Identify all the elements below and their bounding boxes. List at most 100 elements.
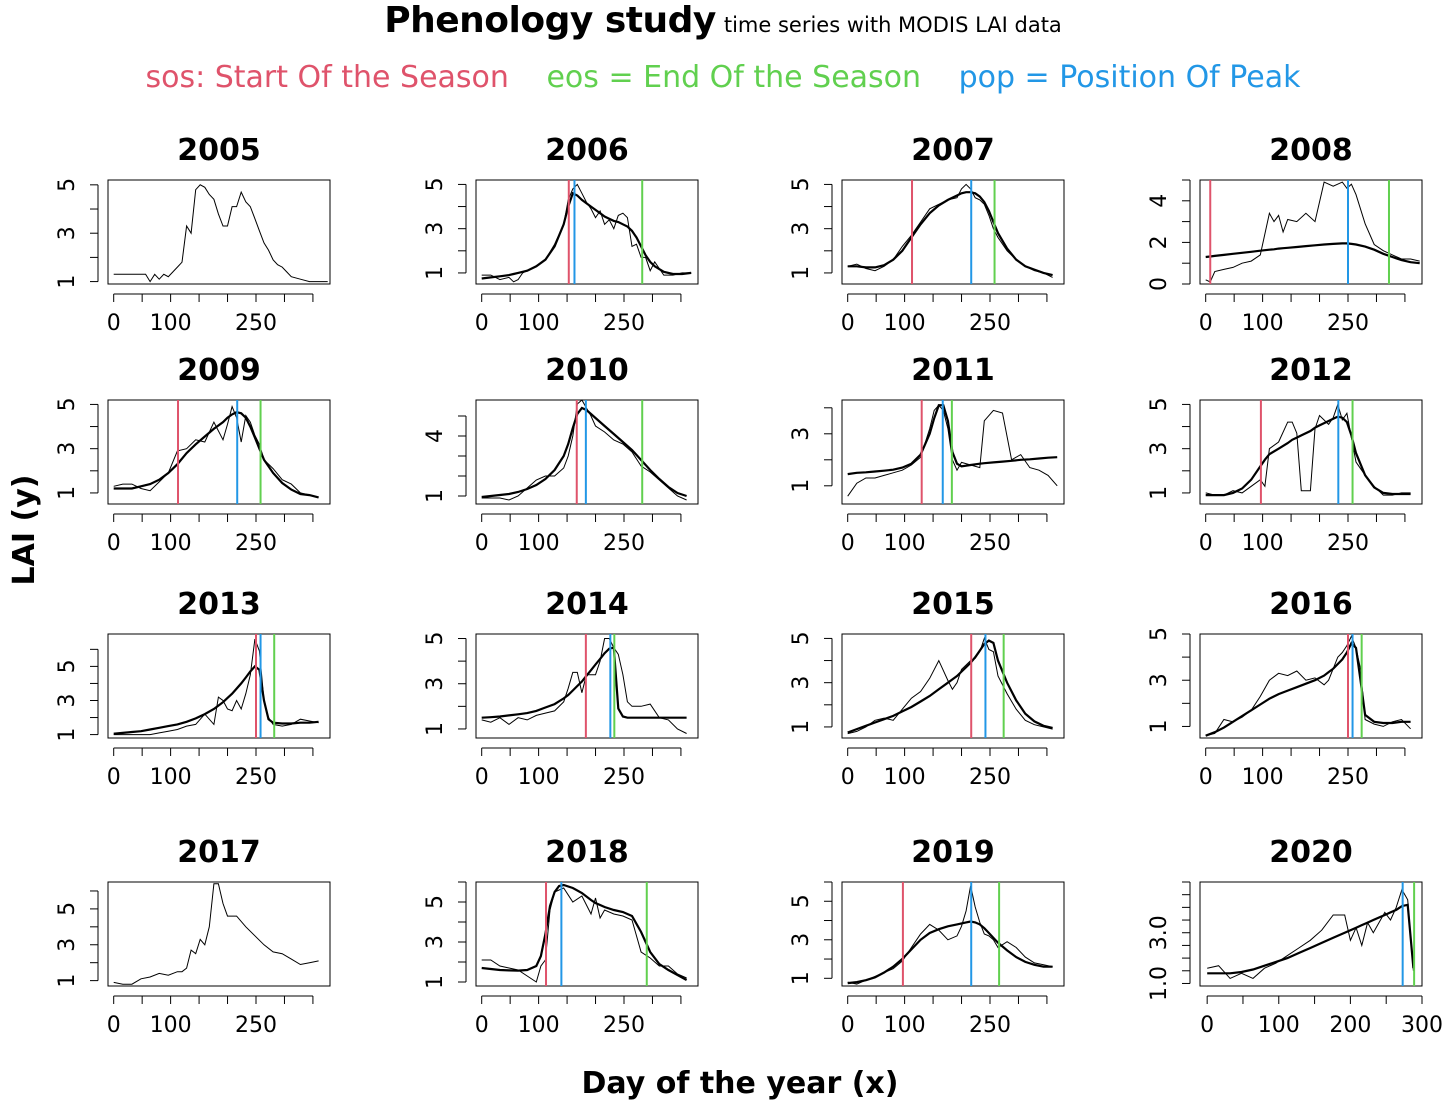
y-tick-label: 5 [55, 397, 80, 411]
x-tick-label: 250 [1327, 531, 1369, 556]
x-tick-label: 300 [1401, 1013, 1443, 1038]
panel-2017: 2017 0 100 250 1 3 5 [55, 835, 331, 1038]
panel-2005: 2005 0 100 250 1 3 5 [55, 133, 331, 336]
raw-series-line [847, 885, 1053, 985]
panel-2010: 2010 0 100 250 1 4 [423, 353, 699, 556]
panel-title: 2005 [177, 133, 261, 168]
y-tick-label: 5 [1147, 397, 1172, 411]
raw-series-line [481, 638, 687, 734]
panel-2020: 2020 0 100 200 300 1.0 3.0 [1147, 835, 1443, 1038]
smoothed-series-line [1205, 641, 1411, 737]
y-tick-label: 1 [55, 486, 80, 500]
title-row: Phenology study time series with MODIS LA… [0, 0, 1446, 50]
x-tick-label: 250 [1327, 765, 1369, 790]
y-tick-label: 3 [55, 938, 80, 952]
y-tick-label: 1 [55, 974, 80, 988]
x-tick-label: 0 [107, 1013, 121, 1038]
y-tick-label: 1 [1147, 486, 1172, 500]
plot-frame [841, 399, 1065, 505]
y-tick-label: 1 [789, 266, 814, 280]
panel-title: 2015 [911, 587, 995, 622]
panel-title: 2009 [177, 353, 261, 388]
x-tick-label: 100 [150, 765, 192, 790]
x-tick-label: 250 [235, 311, 277, 336]
panel-title: 2013 [177, 587, 261, 622]
y-tick-label: 3 [423, 222, 448, 236]
panel-title: 2016 [1269, 587, 1353, 622]
raw-series-line [1207, 888, 1414, 980]
y-tick-label: 3 [55, 226, 80, 240]
panel-2015: 2015 0 100 250 1 3 5 [789, 587, 1065, 790]
smoothed-series-line [481, 646, 687, 719]
y-tick-label: 1 [423, 975, 448, 989]
x-axis-label: Day of the year (x) [582, 1066, 899, 1101]
x-tick-label: 250 [603, 531, 645, 556]
raw-series-line [481, 183, 692, 283]
y-tick-label: 4 [423, 429, 448, 443]
x-tick-label: 0 [475, 1013, 489, 1038]
y-tick-label: 5 [789, 894, 814, 908]
panel-title: 2012 [1269, 353, 1353, 388]
y-tick-label: 1 [789, 479, 814, 493]
y-tick-label: 1 [423, 266, 448, 280]
panel-2019: 2019 0 100 250 1 3 5 [789, 835, 1065, 1038]
smoothed-series-line [481, 406, 687, 499]
x-tick-label: 0 [841, 1013, 855, 1038]
y-tick-label: 1 [423, 722, 448, 736]
plot-frame [475, 633, 699, 739]
x-tick-label: 100 [1242, 531, 1284, 556]
raw-series-line [113, 405, 319, 498]
smoothed-series-line [1205, 242, 1420, 265]
x-tick-label: 0 [841, 531, 855, 556]
legend-item-pop: pop = Position Of Peak [958, 60, 1301, 95]
y-tick-label: 1 [789, 971, 814, 985]
x-tick-label: 0 [475, 531, 489, 556]
smoothed-series-line [113, 411, 319, 499]
y-tick-label: 1 [1147, 719, 1172, 733]
y-tick-label: 3 [423, 935, 448, 949]
y-tick-label: 3 [789, 676, 814, 690]
y-tick-label: 5 [423, 895, 448, 909]
panel-2018: 2018 0 100 250 1 3 5 [423, 835, 699, 1038]
panel-title: 2017 [177, 835, 261, 870]
plot-frame [1199, 633, 1423, 739]
panel-title: 2014 [545, 587, 629, 622]
x-tick-label: 100 [1258, 1013, 1300, 1038]
plot-frame [107, 633, 331, 739]
panel-title: 2019 [911, 835, 995, 870]
x-tick-label: 250 [969, 1013, 1011, 1038]
panel-2012: 2012 0 100 250 1 3 5 [1147, 353, 1423, 556]
raw-series-line [847, 636, 1053, 735]
y-tick-label: 4 [1147, 194, 1172, 208]
page-title: Phenology study [384, 0, 716, 41]
x-tick-label: 250 [969, 765, 1011, 790]
x-tick-label: 200 [1329, 1013, 1371, 1038]
y-tick-label: 1.0 [1147, 966, 1172, 1001]
x-tick-label: 100 [884, 765, 926, 790]
x-tick-label: 0 [841, 765, 855, 790]
x-tick-label: 100 [884, 1013, 926, 1038]
x-tick-label: 250 [235, 765, 277, 790]
y-tick-label: 3 [55, 693, 80, 707]
panel-title: 2006 [545, 133, 629, 168]
plot-frame [107, 179, 331, 285]
panel-2016: 2016 0 100 250 1 3 5 [1147, 587, 1423, 790]
raw-series-line [847, 404, 1058, 497]
y-tick-label: 5 [789, 631, 814, 645]
panel-2011: 2011 0 100 250 1 3 [789, 353, 1065, 556]
y-tick-label: 1 [55, 728, 80, 742]
legend: sos: Start Of the Season eos = End Of th… [0, 60, 1446, 95]
raw-series-line [481, 887, 687, 983]
plot-frame [841, 179, 1065, 285]
plot-frame [107, 881, 331, 987]
panel-2014: 2014 0 100 250 1 3 5 [423, 587, 699, 790]
plot-frame [1199, 399, 1423, 505]
x-tick-label: 0 [475, 311, 489, 336]
x-tick-label: 100 [1242, 311, 1284, 336]
y-tick-label: 1 [789, 720, 814, 734]
x-tick-label: 0 [841, 311, 855, 336]
smoothed-series-line [847, 191, 1053, 277]
raw-series-line [481, 399, 687, 501]
x-tick-label: 250 [235, 1013, 277, 1038]
x-tick-label: 100 [1242, 765, 1284, 790]
